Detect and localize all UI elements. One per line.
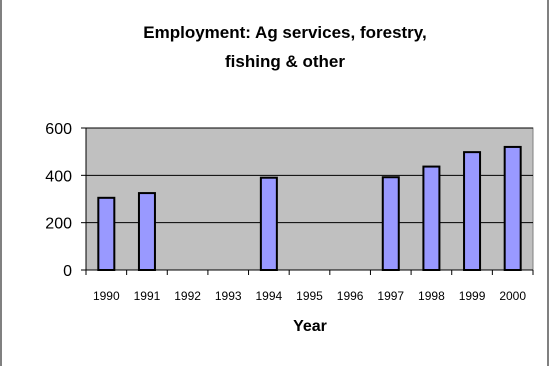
bar-1994 [259,176,278,271]
bar-1997 [381,176,400,271]
bar-1998 [422,165,441,271]
bar-2000 [503,145,522,271]
x-tick-label-1991: 1991 [134,289,161,303]
bar-series [97,145,522,271]
plot-area [85,127,534,271]
bar-1990 [97,196,116,271]
x-tick-label-1990: 1990 [93,289,120,303]
bar-1991 [137,192,156,271]
x-tick-label-1995: 1995 [296,289,323,303]
y-tick-label-400: 400 [45,168,72,185]
x-axis: 1990 1991 1992 1993 1994 1995 1996 1997 1998 1999… [85,269,534,303]
x-tick-label-2000: 2000 [499,289,526,303]
gridlines [86,127,533,224]
y-tick-label-200: 200 [45,216,72,233]
x-tick-label-1997: 1997 [377,289,404,303]
x-axis-title: Year [293,318,327,335]
bar-1999 [463,151,482,271]
chart-title-line-1: Employment: Ag services, forestry, [143,23,426,42]
y-tick-label-600: 600 [45,121,72,138]
x-tick-label-1996: 1996 [337,289,364,303]
x-tick-label-1999: 1999 [459,289,486,303]
y-tick-label-0: 0 [63,263,72,280]
x-tick-label-1998: 1998 [418,289,445,303]
x-tick-label-1993: 1993 [215,289,242,303]
x-tick-label-1994: 1994 [256,289,283,303]
x-tick-label-1992: 1992 [174,289,201,303]
y-axis: 0 200 400 600 [45,121,87,280]
chart-title-line-2: fishing & other [225,52,345,71]
